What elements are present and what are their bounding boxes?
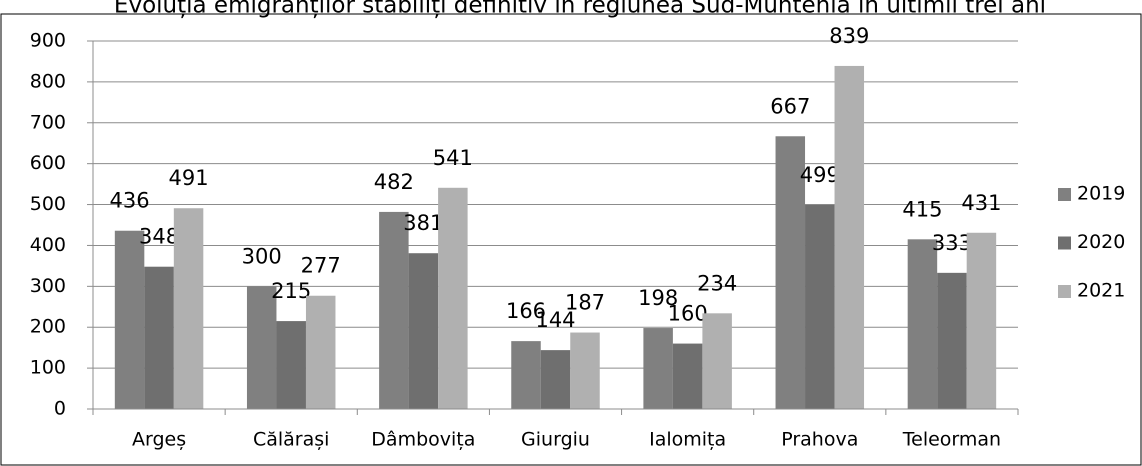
x-tick-label: Giurgiu [521, 429, 590, 451]
legend-swatch [1058, 188, 1071, 201]
legend-swatch [1058, 236, 1071, 250]
data-label: 277 [301, 254, 341, 278]
x-tick-label: Teleorman [902, 429, 1001, 451]
bar [966, 232, 997, 409]
bar [834, 65, 865, 409]
bar [246, 286, 277, 409]
y-tick-label: 100 [30, 357, 66, 379]
data-label: 144 [535, 308, 575, 332]
data-label: 499 [800, 163, 840, 187]
data-label: 300 [242, 244, 282, 268]
data-label: 415 [902, 197, 942, 221]
bar [379, 211, 409, 409]
y-tick-label: 200 [30, 316, 66, 338]
bar [438, 187, 468, 409]
bar [570, 332, 600, 409]
data-label: 436 [110, 189, 150, 213]
data-label: 541 [433, 146, 473, 170]
chart-border [0, 13, 1142, 466]
legend-label: 2020 [1077, 231, 1125, 253]
data-label: 198 [638, 286, 678, 310]
bar [114, 230, 145, 409]
bar [702, 313, 732, 409]
bar [276, 321, 306, 409]
legend-label: 2019 [1077, 183, 1125, 205]
data-label: 431 [961, 191, 1001, 215]
data-label: 491 [169, 166, 209, 190]
x-tick-label: Ialomița [649, 429, 726, 451]
y-tick-label: 700 [30, 111, 66, 133]
data-label: 667 [770, 94, 810, 118]
bar [907, 239, 938, 409]
legend-label: 2021 [1077, 280, 1125, 302]
y-tick-label: 300 [30, 275, 66, 297]
bar [643, 328, 673, 409]
y-tick-label: 400 [30, 234, 66, 256]
bar [937, 272, 967, 409]
x-tick-label: Argeș [132, 429, 186, 451]
chart-title: Evoluția emigranților stabiliți definiti… [114, 0, 1046, 19]
data-label: 234 [697, 271, 737, 295]
data-label: 482 [374, 170, 414, 194]
y-tick-label: 600 [30, 152, 66, 174]
bar [305, 295, 336, 409]
data-label: 333 [932, 231, 972, 255]
data-label: 839 [829, 24, 869, 48]
bar [511, 341, 541, 409]
y-tick-label: 0 [54, 398, 66, 420]
bar [805, 204, 835, 409]
data-label: 381 [403, 211, 443, 235]
x-tick-label: Călărași [253, 429, 329, 451]
x-tick-label: Dâmbovița [371, 429, 475, 451]
data-label: 187 [565, 291, 605, 315]
data-label: 160 [668, 302, 708, 326]
bar [672, 343, 703, 409]
legend-swatch [1058, 285, 1071, 298]
data-label: 348 [139, 225, 179, 249]
bar [144, 266, 174, 409]
bar [408, 253, 439, 409]
bar [775, 136, 806, 409]
data-label: 215 [271, 279, 311, 303]
y-tick-label: 500 [30, 193, 66, 215]
data-label: 166 [506, 299, 546, 323]
bar [173, 208, 204, 409]
x-tick-label: Prahova [781, 429, 858, 451]
y-tick-label: 900 [30, 30, 66, 52]
bar [540, 350, 571, 409]
y-tick-label: 800 [30, 70, 66, 92]
